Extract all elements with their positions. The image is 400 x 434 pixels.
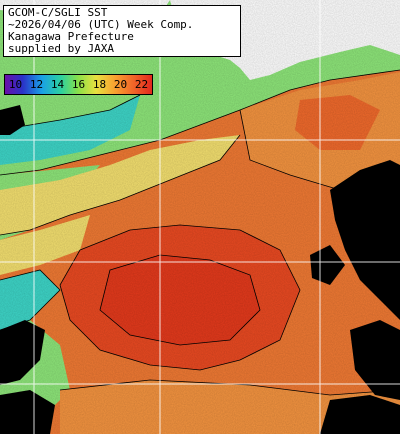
legend-label-12: 12	[29, 78, 44, 91]
legend-label-16: 16	[71, 78, 86, 91]
legend-label-22: 22	[134, 78, 149, 91]
title-line-4: supplied by JAXA	[8, 42, 114, 55]
legend-label-20: 20	[113, 78, 128, 91]
title-line-1: GCOM-C/SGLI SST	[8, 6, 108, 19]
temperature-legend: 10 12 14 16 18 20 22	[4, 74, 153, 95]
legend-label-10: 10	[8, 78, 23, 91]
title-line-3: Kanagawa Prefecture	[8, 30, 134, 43]
title-line-2: ~2026/04/06 (UTC) Week Comp.	[8, 18, 194, 31]
legend-label-18: 18	[92, 78, 107, 91]
legend-label-14: 14	[50, 78, 65, 91]
title-box: GCOM-C/SGLI SST ~2026/04/06 (UTC) Week C…	[3, 5, 241, 57]
